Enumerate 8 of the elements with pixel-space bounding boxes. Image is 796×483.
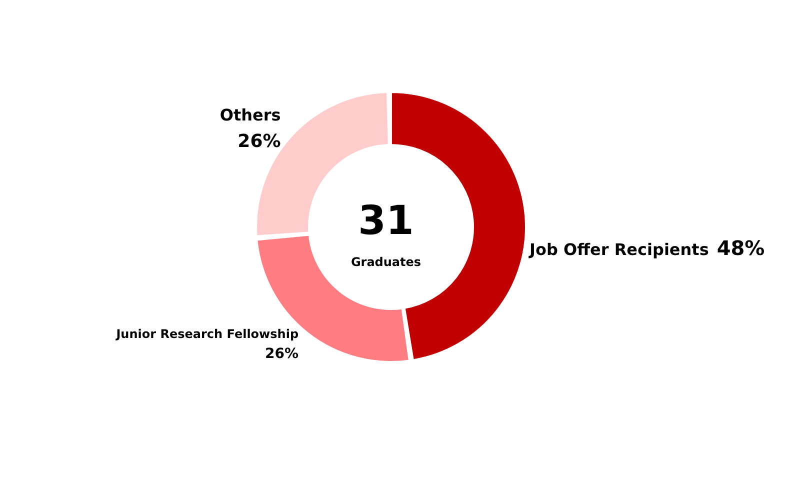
slice-label: Junior Research Fellowship (115, 326, 299, 341)
text: 31 (358, 198, 414, 244)
slice-label: Others (220, 106, 281, 125)
slice-label: Job Offer Recipients (528, 240, 709, 259)
data-label: 48% (716, 236, 765, 260)
data-label: 26% (238, 130, 281, 152)
text: Graduates (350, 255, 422, 269)
data-label: 26% (265, 346, 299, 362)
